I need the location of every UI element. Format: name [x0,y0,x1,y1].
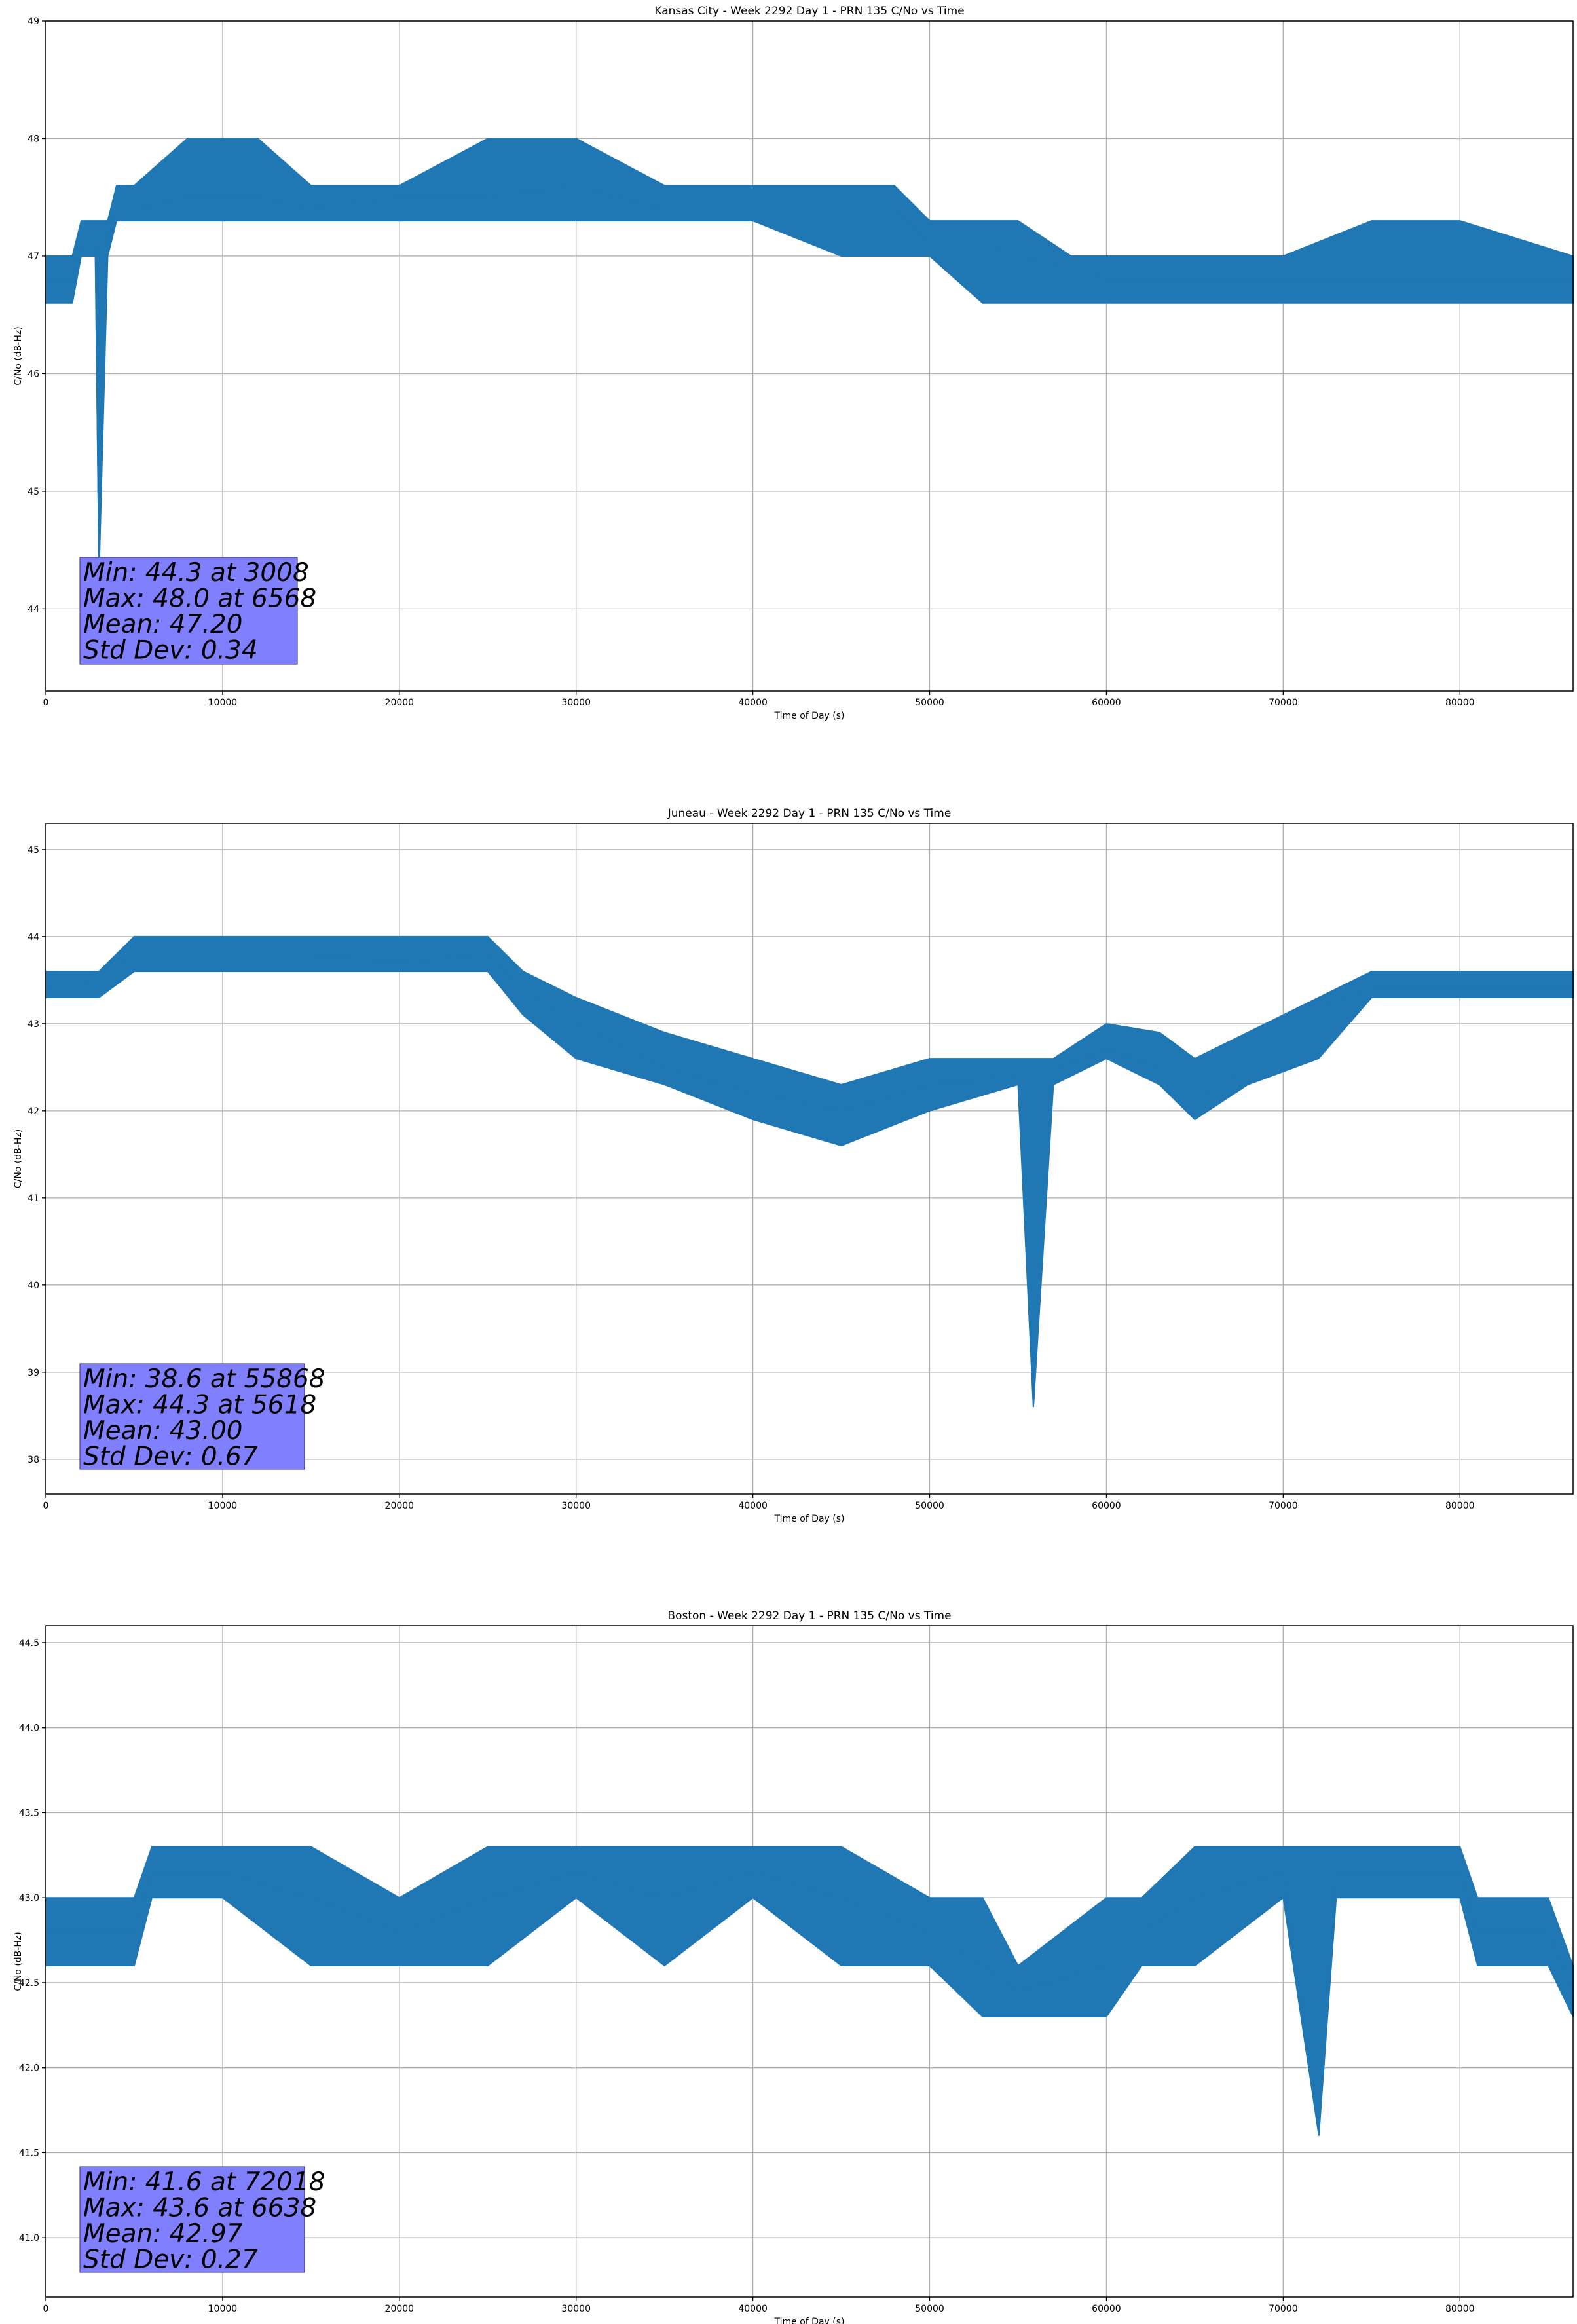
y-tick-label: 44 [28,932,39,943]
stats-text-line: Min: 44.3 at 3008 [83,558,309,588]
y-tick-label: 42.0 [19,2063,39,2074]
x-tick-label: 70000 [1269,698,1298,708]
x-tick-label: 80000 [1445,698,1475,708]
y-tick-label: 44.0 [19,1723,39,1734]
y-axis-label: C/No (dB-Hz) [13,326,24,385]
axes-frame [45,823,1574,1495]
x-tick-label: 40000 [738,698,768,708]
x-axis-label: Time of Day (s) [774,711,845,721]
stats-text-line: Min: 38.6 at 55868 [83,1364,325,1394]
stats-text-line: Max: 44.3 at 5618 [83,1391,316,1420]
x-tick-label: 30000 [561,1501,591,1511]
x-tick-label: 30000 [561,2304,591,2314]
x-tick-label: 40000 [738,1501,768,1511]
y-tick-label: 48 [28,134,39,144]
chart-title: Boston - Week 2292 Day 1 - PRN 135 C/No … [667,1609,951,1622]
y-tick-label: 44 [28,604,39,614]
y-tick-label: 45 [28,487,39,497]
y-tick-label: 39 [28,1368,39,1378]
x-tick-label: 60000 [1092,698,1121,708]
x-tick-label: 60000 [1092,1501,1121,1511]
x-tick-label: 10000 [208,698,238,708]
kansas-city-chart: 0 10000 20000 30000 40000 50000 60000 70000 8000… [13,5,1574,721]
x-tick-label: 80000 [1445,2304,1475,2314]
x-tick-label: 60000 [1092,2304,1121,2314]
x-tick-label: 0 [43,2304,49,2314]
y-tick-label: 45 [28,845,39,855]
y-tick-label: 43.0 [19,1893,39,1903]
stats-text-line: Max: 43.6 at 6638 [83,2194,316,2223]
stats-box [79,2166,305,2273]
x-tick-label: 20000 [385,2304,415,2314]
x-tick-label: 40000 [738,2304,768,2314]
juneau-cno-line [45,953,1573,1408]
stats-text-line: Std Dev: 0.67 [83,1442,258,1472]
chart-title: Kansas City - Week 2292 Day 1 - PRN 135 … [654,5,964,18]
y-tick-label: 41.0 [19,2233,39,2243]
y-axis-label: C/No (dB-Hz) [13,1932,24,1991]
x-tick-label: 10000 [208,2304,238,2314]
stats-text-line: Mean: 43.00 [83,1416,242,1446]
boston-chart: 0 10000 20000 30000 40000 50000 60000 70000 8000… [13,1609,1574,2324]
y-tick-label: 38 [28,1455,39,1465]
y-tick-label: 43 [28,1019,39,1030]
x-tick-label: 50000 [915,1501,944,1511]
juneau-chart: 0 10000 20000 30000 40000 50000 60000 70000 8000… [13,807,1574,1524]
y-tick-label: 41.5 [19,2148,39,2158]
stats-text-line: Mean: 42.97 [83,2219,243,2249]
chart-title: Juneau - Week 2292 Day 1 - PRN 135 C/No … [667,807,952,820]
x-tick-label: 50000 [915,698,944,708]
y-tick-label: 46 [28,369,39,379]
juneau-cno-band [45,935,1574,1408]
stats-text-line: Std Dev: 0.34 [83,636,258,665]
stats-text-line: Mean: 47.20 [83,610,242,639]
y-tick-label: 49 [28,16,39,27]
x-tick-label: 30000 [561,698,591,708]
x-tick-label: 70000 [1269,2304,1298,2314]
x-axis-label: Time of Day (s) [774,2317,845,2324]
y-tick-label: 44.5 [19,1638,39,1649]
kansas-city-cno-band [45,138,1574,574]
y-axis-label: C/No (dB-Hz) [13,1129,24,1188]
stats-box [79,557,298,665]
x-tick-label: 70000 [1269,1501,1298,1511]
y-tick-label: 43.5 [19,1808,39,1818]
y-tick-label: 40 [28,1281,39,1291]
stats-text-line: Min: 41.6 at 72018 [83,2167,325,2197]
boston-cno-band [45,1846,1574,2136]
x-tick-label: 20000 [385,698,415,708]
y-tick-label: 42.5 [19,1978,39,1989]
y-tick-label: 47 [28,252,39,262]
x-tick-label: 10000 [208,1501,238,1511]
x-axis-label: Time of Day (s) [774,1514,845,1524]
x-tick-label: 80000 [1445,1501,1475,1511]
axes-frame [45,20,1574,692]
y-tick-label: 41 [28,1193,39,1204]
x-tick-label: 20000 [385,1501,415,1511]
boston-cno-line [46,1871,1574,2136]
stats-box [79,1363,305,1470]
kansas-city-cno-line [46,185,1573,574]
x-tick-label: 0 [43,698,49,708]
x-tick-label: 0 [43,1501,49,1511]
x-tick-label: 50000 [915,2304,944,2314]
stats-text-line: Max: 48.0 at 6568 [83,584,316,614]
axes-frame [45,1625,1574,2298]
stats-text-line: Std Dev: 0.27 [83,2245,258,2275]
y-tick-label: 42 [28,1106,39,1117]
